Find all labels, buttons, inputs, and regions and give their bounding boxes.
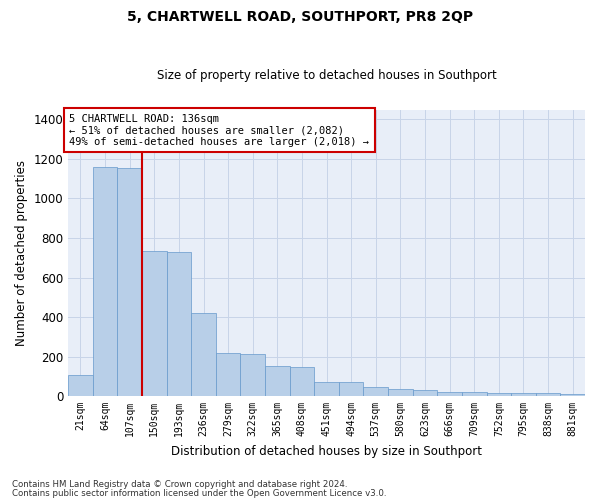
Bar [413,390,437,396]
Bar [241,354,265,396]
Bar [314,382,339,396]
Bar [93,167,118,396]
Bar [68,374,93,396]
Bar [167,252,191,396]
Bar [560,394,585,396]
Bar [511,394,536,396]
Bar [191,314,216,396]
Bar [290,367,314,396]
Bar [265,366,290,396]
Text: 5, CHARTWELL ROAD, SOUTHPORT, PR8 2QP: 5, CHARTWELL ROAD, SOUTHPORT, PR8 2QP [127,10,473,24]
Text: 5 CHARTWELL ROAD: 136sqm
← 51% of detached houses are smaller (2,082)
49% of sem: 5 CHARTWELL ROAD: 136sqm ← 51% of detach… [70,114,370,146]
Bar [142,251,167,396]
Bar [388,389,413,396]
Bar [118,168,142,396]
Bar [437,392,462,396]
Bar [536,394,560,396]
Text: Contains HM Land Registry data © Crown copyright and database right 2024.: Contains HM Land Registry data © Crown c… [12,480,347,489]
Title: Size of property relative to detached houses in Southport: Size of property relative to detached ho… [157,69,496,82]
Text: Contains public sector information licensed under the Open Government Licence v3: Contains public sector information licen… [12,488,386,498]
Y-axis label: Number of detached properties: Number of detached properties [15,160,28,346]
Bar [339,382,364,396]
Bar [364,386,388,396]
X-axis label: Distribution of detached houses by size in Southport: Distribution of detached houses by size … [171,444,482,458]
Bar [216,353,241,396]
Bar [487,393,511,396]
Bar [462,392,487,396]
